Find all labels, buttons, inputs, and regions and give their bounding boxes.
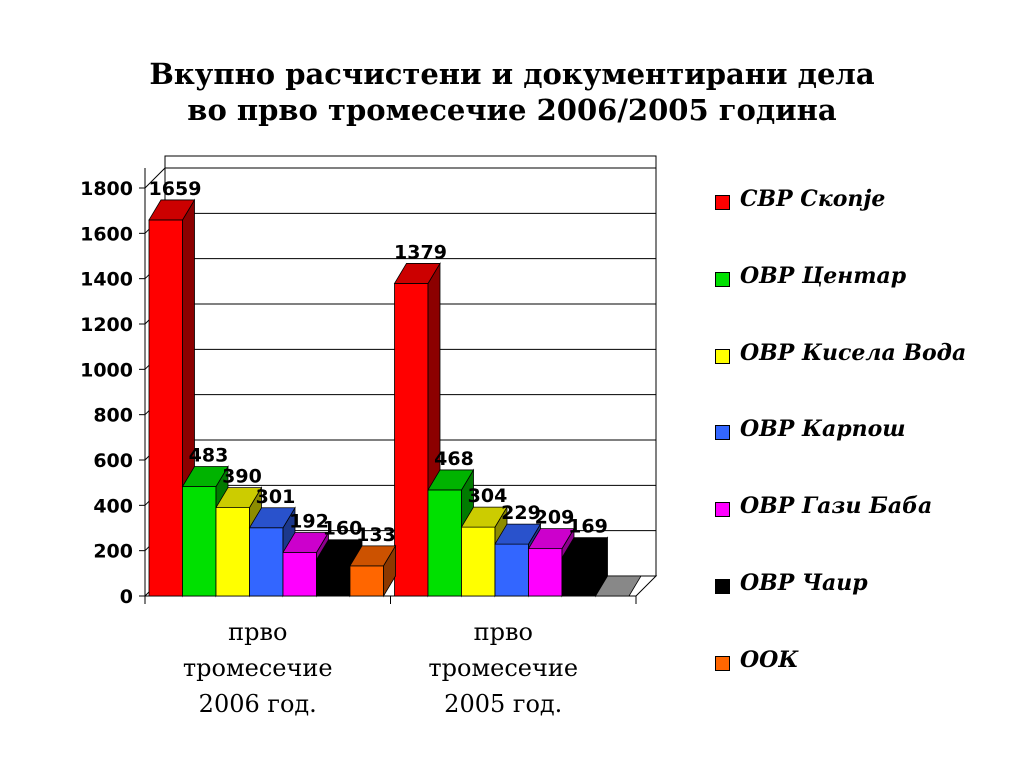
bar-top [148, 199, 196, 221]
bar [394, 283, 429, 597]
legend-item: ОВР Гази Баба [715, 493, 966, 570]
bar [561, 557, 596, 597]
bar [148, 219, 183, 597]
bar-top [527, 528, 575, 550]
legend-item: ОВР Карпош [715, 416, 966, 493]
bar [461, 526, 496, 597]
x-category-label: прво [474, 618, 533, 646]
legend-item: ОВР Центар [715, 263, 966, 340]
y-tick-label: 1200 [80, 314, 133, 336]
bar-top [494, 523, 542, 545]
bar [282, 552, 317, 597]
chart-title-line-2: во прво тромесечие 2006/2005 година [187, 93, 837, 127]
bar-top [349, 545, 397, 567]
y-tick-label: 200 [93, 541, 133, 563]
bar [249, 527, 284, 597]
legend-item: ОВР Кисела Вода [715, 340, 966, 417]
y-tick-label: 1800 [80, 178, 133, 200]
y-tick-label: 1600 [80, 223, 133, 245]
bar-top [181, 466, 229, 487]
data-label: 133 [356, 524, 396, 546]
chart-title: Вкупно расчистени и документирани дела в… [0, 56, 1024, 128]
legend-item: ООК [715, 647, 966, 724]
legend-label: ОВР Гази Баба [740, 493, 933, 520]
legend-item: СВР Скопје [715, 186, 966, 263]
y-tick-label: 400 [93, 495, 133, 517]
y-tick-label: 1400 [80, 269, 133, 291]
legend-label: ОВР Кисела Вода [740, 339, 967, 366]
legend-item: ОВР Чаир [715, 570, 966, 647]
legend-swatch [715, 271, 730, 287]
x-category-label: тромесечие [428, 654, 578, 682]
data-label: 160 [323, 518, 363, 540]
data-label: 304 [468, 485, 508, 507]
legend-label: СВР Скопје [740, 186, 886, 212]
legend-swatch [715, 502, 730, 518]
bar [182, 486, 217, 597]
legend-swatch [715, 348, 730, 364]
chart-title-line-1: Вкупно расчистени и документирани дела [149, 57, 875, 91]
bar [494, 543, 529, 597]
bar [528, 548, 563, 597]
x-category-label: 2005 год. [444, 690, 562, 718]
y-tick-label: 1000 [80, 359, 133, 381]
y-tick-label: 800 [93, 405, 133, 427]
bar-top [315, 539, 363, 561]
bar-top [427, 469, 475, 491]
bar [215, 507, 250, 597]
data-label: 229 [501, 502, 541, 524]
bar-top [282, 532, 330, 553]
x-category-label: прво [228, 618, 287, 646]
y-tick-label: 0 [120, 586, 133, 608]
chart-legend: СВР Скопје ОВР Центар ОВР Кисела Вода ОВР К… [715, 186, 966, 724]
data-label: 468 [434, 448, 474, 470]
legend-swatch [715, 425, 730, 441]
data-label: 1379 [394, 241, 447, 263]
y-tick-label: 600 [93, 450, 133, 472]
data-label: 301 [256, 486, 296, 508]
bar [349, 565, 384, 597]
bar-top [594, 575, 642, 597]
data-label: 390 [222, 466, 262, 488]
bar [427, 489, 462, 597]
bar-top [460, 506, 508, 528]
bar-top [248, 507, 296, 529]
legend-swatch [715, 578, 730, 594]
legend-label: ОВР Чаир [740, 569, 868, 596]
bar-top [215, 487, 263, 509]
bar-top [561, 537, 609, 559]
bar [316, 559, 351, 597]
data-label: 483 [189, 445, 229, 467]
x-category-label: 2006 год. [199, 690, 317, 718]
data-label: 209 [535, 507, 575, 529]
data-label: 1659 [149, 178, 202, 200]
legend-label: ОВР Центар [740, 262, 907, 289]
legend-swatch [715, 655, 730, 671]
gridline-side [144, 167, 166, 189]
x-category-label: тромесечие [183, 654, 333, 682]
data-label: 192 [289, 510, 329, 532]
legend-label: ООК [740, 646, 799, 673]
legend-label: ОВР Карпош [740, 416, 906, 443]
data-label: 169 [568, 516, 608, 538]
bar-top [393, 263, 441, 284]
legend-swatch [715, 195, 730, 210]
